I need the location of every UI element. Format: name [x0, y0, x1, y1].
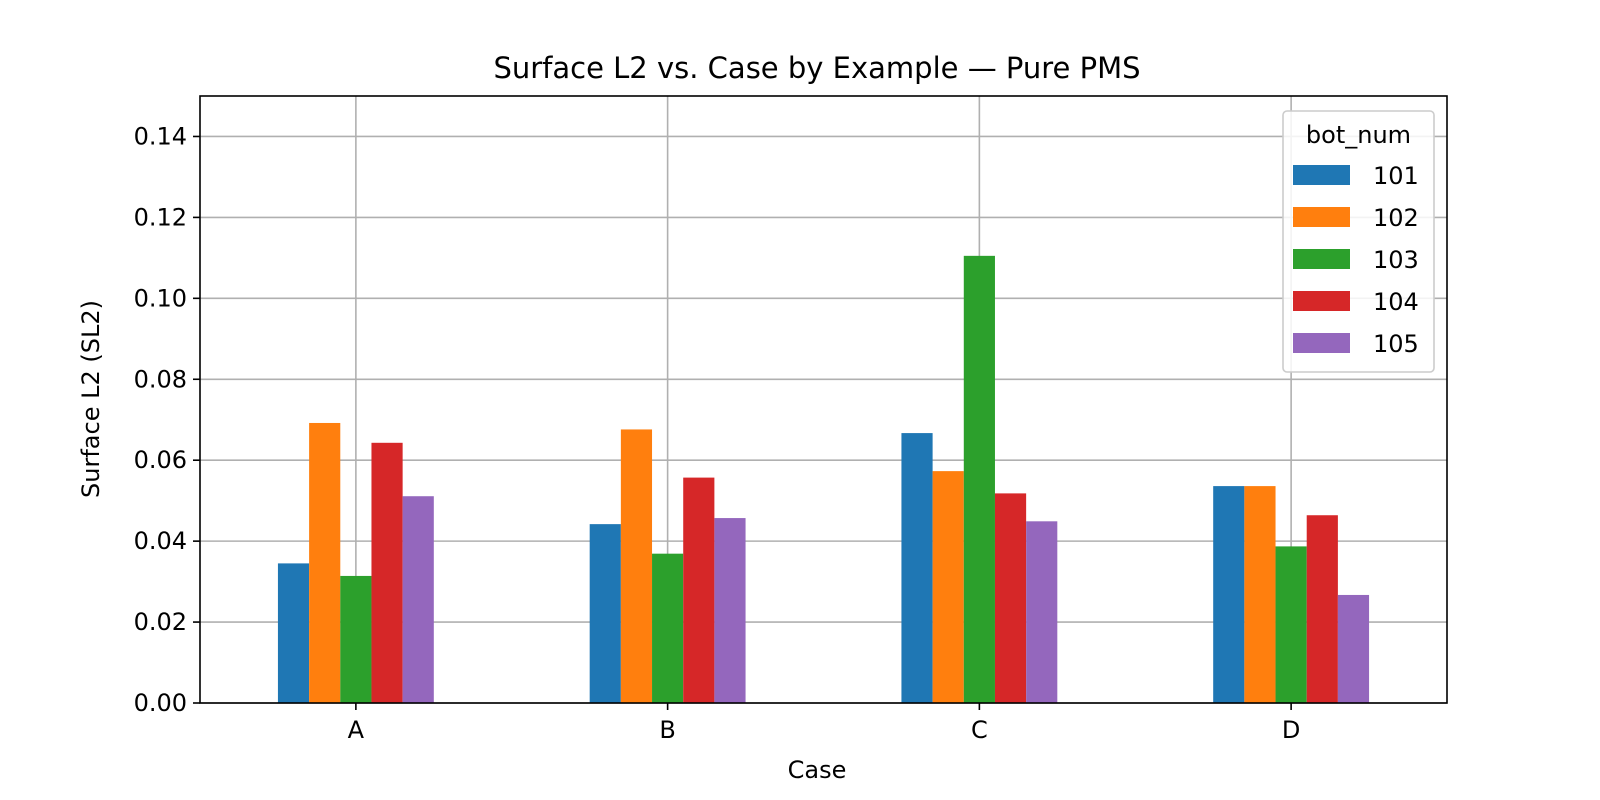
bar-series	[277, 255, 1370, 704]
plot-area-frame	[199, 95, 1448, 704]
bar-104-C	[994, 493, 1027, 703]
bar-104-A	[371, 442, 403, 703]
legend-swatch-103	[1293, 249, 1350, 269]
bar-103-C	[963, 255, 995, 704]
bar-104-B	[683, 477, 715, 703]
y-tick-label: 0.14	[134, 122, 187, 150]
legend-label-104: 104	[1373, 288, 1419, 316]
bar-103-A	[340, 575, 372, 703]
bar-102-A	[309, 422, 341, 703]
y-tick-label: 0.12	[134, 203, 187, 231]
y-tick-label: 0.08	[134, 365, 187, 393]
y-tick-label: 0.06	[134, 446, 187, 474]
x-tick-label: C	[971, 716, 988, 744]
bar-105-D	[1337, 594, 1370, 703]
bar-101-C	[901, 433, 933, 703]
bar-102-C	[932, 471, 964, 703]
y-tick-label: 0.10	[134, 284, 187, 312]
bar-104-D	[1306, 515, 1338, 703]
bar-105-B	[714, 518, 746, 703]
y-axis-ticks: 0.00 0.02 0.04 0.06 0.08 0.10 0.12 0.14	[134, 122, 200, 717]
y-tick-label: 0.00	[134, 689, 187, 717]
legend-label-103: 103	[1373, 246, 1419, 274]
x-tick-label: A	[348, 716, 365, 744]
y-tick-label: 0.04	[134, 527, 187, 555]
bar-102-D	[1244, 486, 1276, 703]
bar-101-D	[1213, 486, 1245, 703]
bar-101-B	[589, 524, 621, 703]
legend-swatch-104	[1293, 291, 1350, 311]
bar-102-B	[620, 429, 653, 703]
y-axis-label: Surface L2 (SL2)	[77, 300, 105, 498]
x-axis-label: Case	[788, 756, 847, 784]
y-tick-label: 0.02	[134, 608, 187, 636]
bar-103-D	[1275, 546, 1307, 703]
legend: bot_num 101 102 103 104 105	[1282, 110, 1435, 373]
bar-105-C	[1026, 521, 1058, 703]
chart-title: Surface L2 vs. Case by Example — Pure PM…	[493, 51, 1140, 85]
x-axis-ticks: A B C D	[348, 703, 1300, 744]
legend-swatch-101	[1293, 165, 1350, 185]
legend-label-102: 102	[1373, 204, 1419, 232]
legend-title: bot_num	[1306, 121, 1411, 149]
legend-label-101: 101	[1373, 162, 1419, 190]
legend-swatch-105	[1293, 333, 1350, 353]
x-tick-label: D	[1282, 716, 1300, 744]
bar-101-A	[277, 563, 310, 703]
x-tick-label: B	[659, 716, 675, 744]
bar-103-B	[652, 553, 684, 703]
legend-label-105: 105	[1373, 330, 1419, 358]
legend-swatch-102	[1293, 207, 1350, 227]
bar-105-A	[402, 496, 434, 703]
